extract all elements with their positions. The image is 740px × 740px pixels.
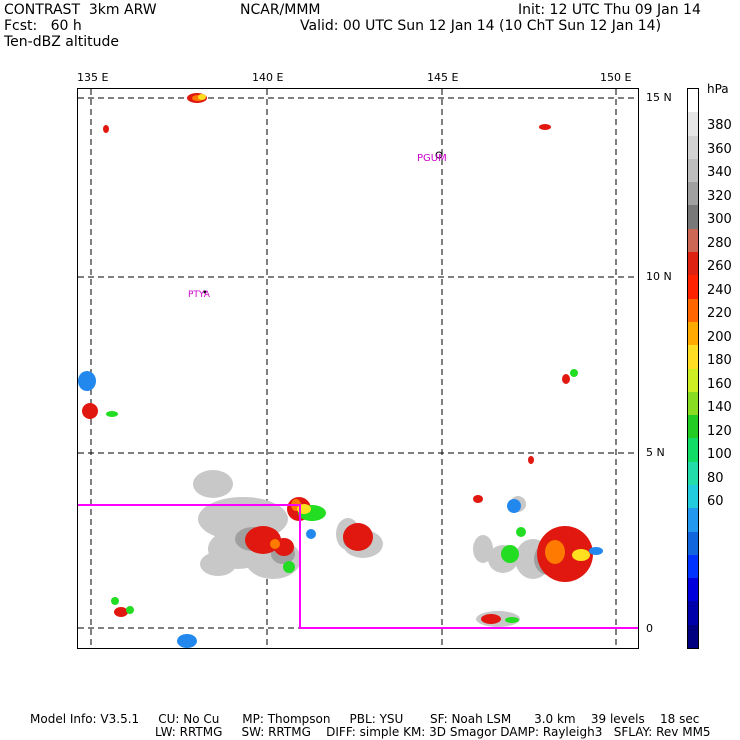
colorbar-segment xyxy=(688,578,698,602)
echo-blue-cells xyxy=(78,371,603,648)
colorbar-label: 100 xyxy=(707,447,732,462)
colorbar-segment xyxy=(688,182,698,206)
lat-label-15n: 15 N xyxy=(646,91,672,104)
init-time: Init: 12 UTC Thu 09 Jan 14 xyxy=(518,2,701,18)
echo-green-cells xyxy=(106,369,578,623)
colorbar-segment xyxy=(688,601,698,626)
colorbar-label: 260 xyxy=(707,259,732,274)
colorbar-unit: hPa xyxy=(707,82,729,96)
map-panel[interactable]: PGUM PTYA xyxy=(77,88,639,649)
colorbar-segment xyxy=(688,89,698,113)
model-info-line1: Model Info: V3.5.1 CU: No Cu MP: Thompso… xyxy=(30,712,700,726)
center-name: NCAR/MMM xyxy=(240,2,321,18)
colorbar-segment xyxy=(688,624,698,649)
lon-label-140: 140 E xyxy=(252,71,284,84)
colorbar-segment xyxy=(688,112,698,137)
echo-red-cells xyxy=(82,93,593,624)
colorbar-label: 160 xyxy=(707,376,732,392)
lat-label-0: 0 xyxy=(646,622,653,635)
colorbar-segment xyxy=(688,438,698,463)
station-label-pgum: PGUM xyxy=(417,153,447,164)
colorbar xyxy=(687,88,699,649)
colorbar-segment xyxy=(688,135,698,160)
colorbar-label: 320 xyxy=(707,188,732,204)
lon-label-135: 135 E xyxy=(77,71,109,84)
colorbar-segment xyxy=(688,252,698,276)
colorbar-label: 300 xyxy=(707,212,732,227)
valid-time: Valid: 00 UTC Sun 12 Jan 14 (10 ChT Sun … xyxy=(300,18,662,34)
echo-orange-cells xyxy=(192,95,565,564)
station-markers xyxy=(203,151,443,294)
colorbar-label: 380 xyxy=(707,118,732,133)
colorbar-segment xyxy=(688,508,698,533)
colorbar-label: 80 xyxy=(707,470,724,486)
colorbar-segment xyxy=(688,345,698,369)
lon-label-150: 150 E xyxy=(600,71,632,84)
lat-label-5n: 5 N xyxy=(646,446,665,459)
colorbar-label: 180 xyxy=(707,353,732,368)
colorbar-label: 360 xyxy=(707,141,732,157)
colorbar-segment xyxy=(688,554,698,579)
model-info-line2: LW: RRTMG SW: RRTMG DIFF: simple KM: 3D … xyxy=(155,725,711,739)
colorbar-segment xyxy=(688,368,698,393)
colorbar-label: 240 xyxy=(707,282,732,298)
colorbar-label: 60 xyxy=(707,494,724,509)
colorbar-segment xyxy=(688,228,698,253)
colorbar-label: 220 xyxy=(707,306,732,321)
colorbar-segment xyxy=(688,205,698,230)
lon-label-145: 145 E xyxy=(427,71,459,84)
echo-yellow-cells xyxy=(198,94,590,561)
colorbar-label: 200 xyxy=(707,329,732,345)
colorbar-segment xyxy=(688,298,698,323)
pgum-marker xyxy=(435,151,443,159)
colorbar-segment xyxy=(688,531,698,556)
field-name: Ten-dBZ altitude xyxy=(4,34,119,50)
colorbar-label: 340 xyxy=(707,165,732,180)
station-label-ptya: PTYA xyxy=(188,290,210,300)
colorbar-segment xyxy=(688,158,698,183)
domain-boundary xyxy=(78,504,638,629)
colorbar-label: 280 xyxy=(707,235,732,251)
colorbar-label: 140 xyxy=(707,400,732,415)
lat-label-10n: 10 N xyxy=(646,270,672,283)
colorbar-segment xyxy=(688,391,698,416)
colorbar-segment xyxy=(688,275,698,300)
colorbar-segment xyxy=(688,461,698,486)
radar-map xyxy=(78,89,638,648)
model-title: CONTRAST 3km ARW xyxy=(4,2,157,18)
colorbar-segment xyxy=(688,484,698,509)
ptya-marker xyxy=(203,290,207,294)
colorbar-segment xyxy=(688,321,698,346)
colorbar-segment xyxy=(688,415,698,439)
colorbar-label: 120 xyxy=(707,423,732,439)
forecast-hour: Fcst: 60 h xyxy=(4,18,82,34)
